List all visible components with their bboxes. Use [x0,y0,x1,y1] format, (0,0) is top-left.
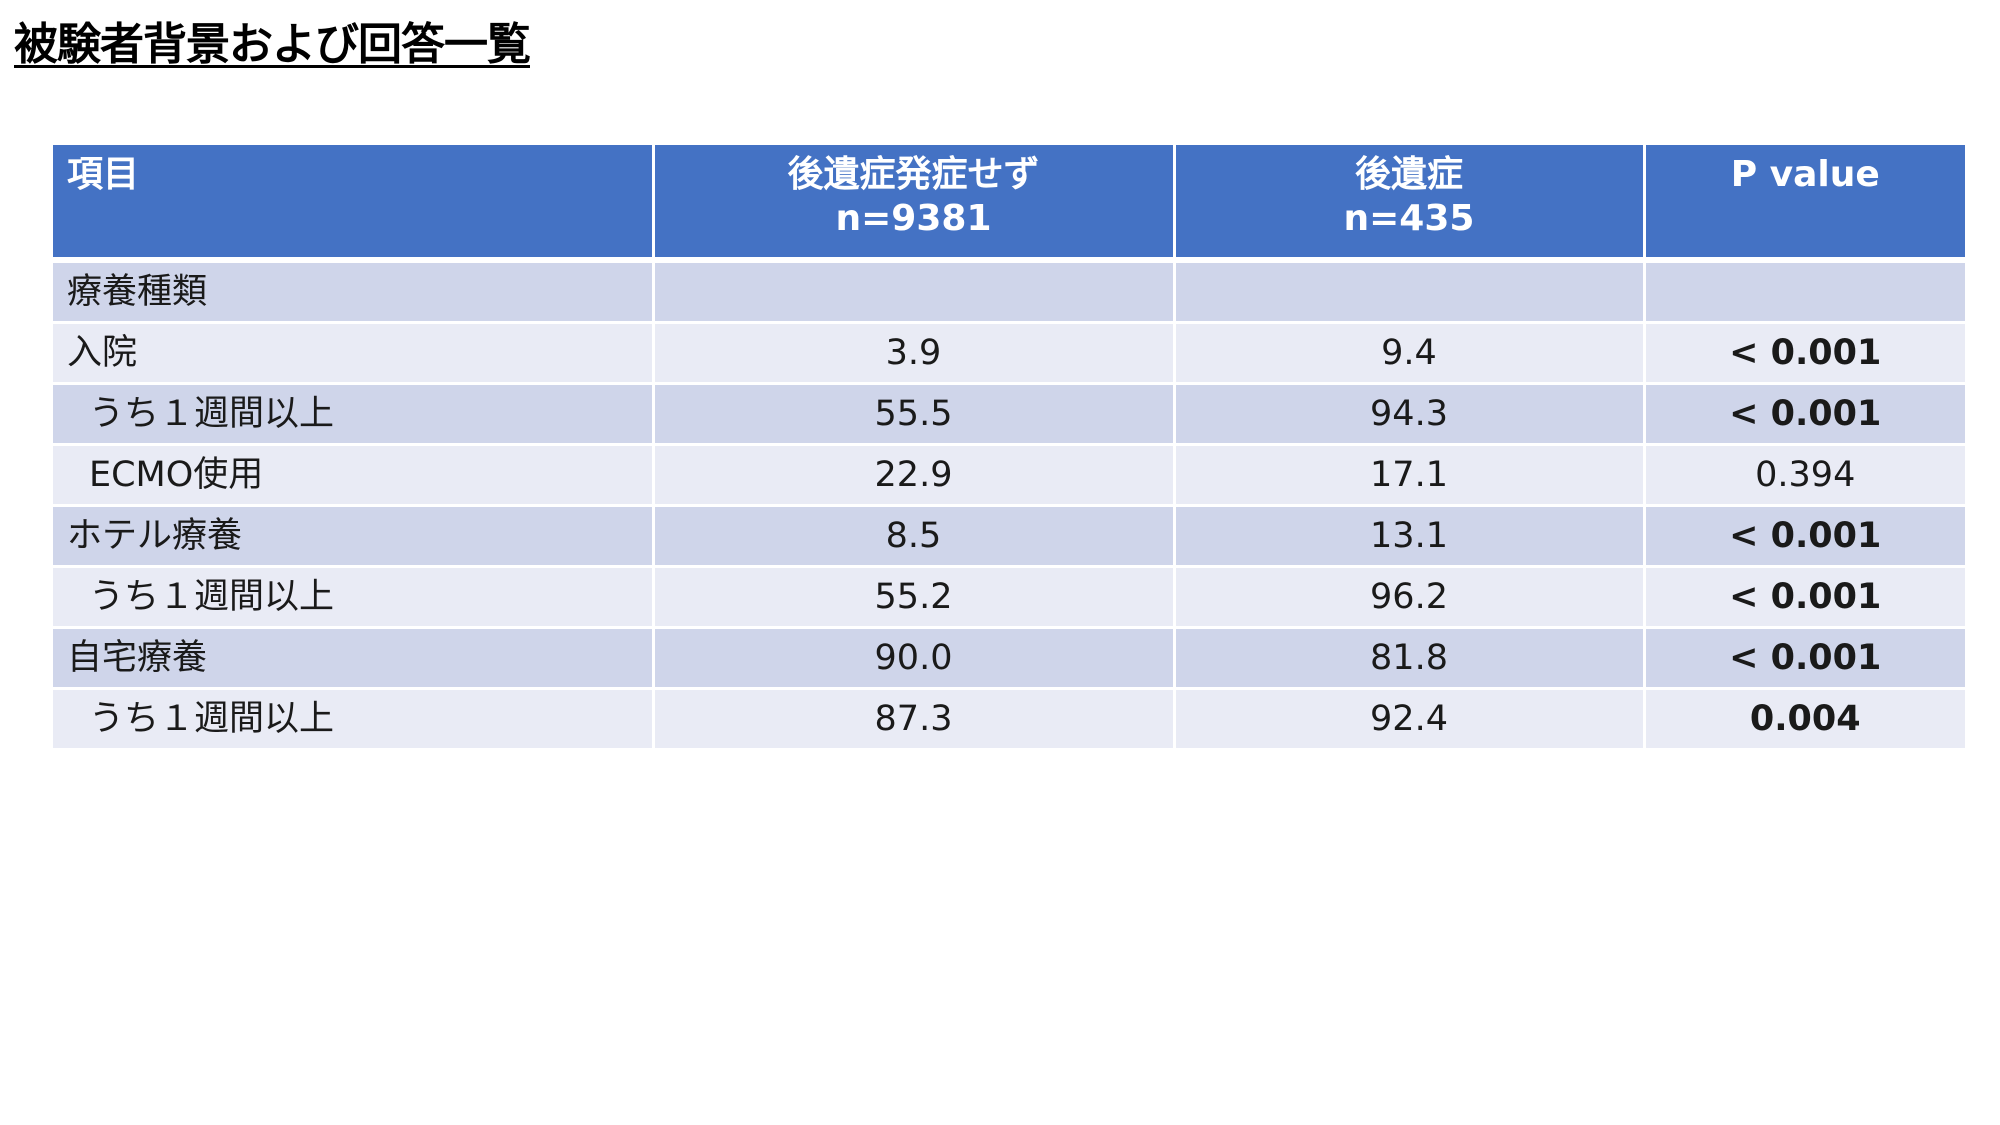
cell-sequelae: 81.8 [1172,627,1646,690]
cell-p-value: < 0.001 [1642,505,1965,568]
cell-sequelae: 17.1 [1172,444,1646,507]
table-row: ホテル療養 8.5 13.1 < 0.001 [53,505,1965,568]
header-item-label: 項目 [67,154,140,195]
table-row: 療養種類 [53,260,1965,324]
cell-no-sequelae [651,260,1176,324]
cell-p-value: 0.394 [1642,444,1965,507]
cell-p-value: < 0.001 [1642,566,1965,629]
row-label: 入院 [53,322,655,385]
table-header-row: 項目 後遺症発症せず n=9381 後遺症 n=435 P value [53,145,1965,263]
cell-sequelae: 9.4 [1172,322,1646,385]
cell-p-value [1642,260,1965,324]
table-row: うち１週間以上 55.5 94.3 < 0.001 [53,383,1965,446]
table-row: 自宅療養 90.0 81.8 < 0.001 [53,627,1965,690]
cell-sequelae [1172,260,1646,324]
cell-sequelae: 13.1 [1172,505,1646,568]
row-label: うち１週間以上 [53,383,655,446]
header-no-sequelae-n: n=9381 [835,198,992,239]
cell-p-value: < 0.001 [1642,383,1965,446]
cell-no-sequelae: 87.3 [651,688,1176,751]
header-no-sequelae: 後遺症発症せず n=9381 [651,145,1176,263]
header-p-value: P value [1642,145,1965,263]
row-label: ECMO使用 [53,444,655,507]
header-sequelae: 後遺症 n=435 [1172,145,1646,263]
cell-no-sequelae: 8.5 [651,505,1176,568]
cell-no-sequelae: 55.5 [651,383,1176,446]
table-row: ECMO使用 22.9 17.1 0.394 [53,444,1965,507]
header-no-sequelae-label: 後遺症発症せず [787,154,1040,195]
cell-sequelae: 96.2 [1172,566,1646,629]
cell-no-sequelae: 90.0 [651,627,1176,690]
cell-p-value: < 0.001 [1642,627,1965,690]
row-label: うち１週間以上 [53,688,655,751]
row-label: 自宅療養 [53,627,655,690]
data-table: 項目 後遺症発症せず n=9381 後遺症 n=435 P value 療養種類… [53,145,1965,751]
header-sequelae-n: n=435 [1343,198,1475,239]
row-label: うち１週間以上 [53,566,655,629]
header-sequelae-label: 後遺症 [1354,154,1463,195]
cell-no-sequelae: 55.2 [651,566,1176,629]
header-p-value-label: P value [1730,154,1880,195]
cell-p-value: 0.004 [1642,688,1965,751]
table-row: うち１週間以上 55.2 96.2 < 0.001 [53,566,1965,629]
cell-sequelae: 94.3 [1172,383,1646,446]
cell-sequelae: 92.4 [1172,688,1646,751]
row-label: 療養種類 [53,260,655,324]
table-row: 入院 3.9 9.4 < 0.001 [53,322,1965,385]
row-label: ホテル療養 [53,505,655,568]
table-row: うち１週間以上 87.3 92.4 0.004 [53,688,1965,751]
slide-title: 被験者背景および回答一覧 [14,19,531,70]
cell-no-sequelae: 3.9 [651,322,1176,385]
header-item: 項目 [53,145,655,263]
cell-no-sequelae: 22.9 [651,444,1176,507]
cell-p-value: < 0.001 [1642,322,1965,385]
